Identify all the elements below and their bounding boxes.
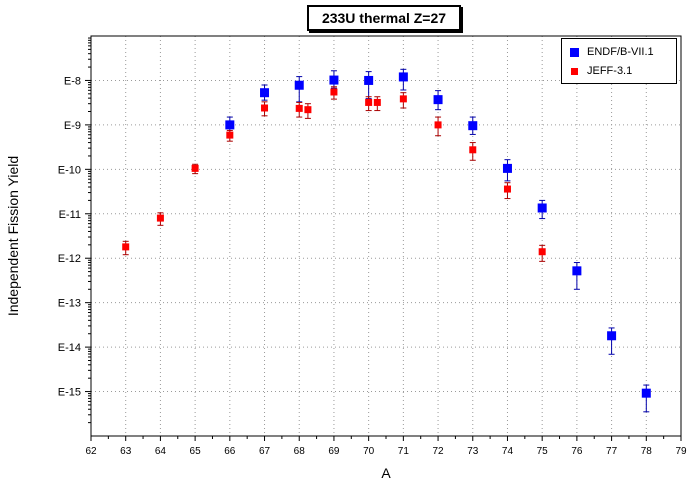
x-tick-label: 62 — [85, 446, 97, 457]
x-axis-label: A — [381, 465, 391, 481]
data-point — [225, 120, 235, 130]
data-point — [260, 88, 270, 98]
legend-label-1: JEFF-3.1 — [587, 65, 633, 77]
x-tick-label: 73 — [467, 446, 479, 457]
data-point — [399, 95, 407, 103]
x-tick-label: 74 — [502, 446, 514, 457]
y-tick-label: E-8 — [64, 75, 81, 87]
x-tick-label: 75 — [537, 446, 549, 457]
data-point — [364, 75, 374, 85]
x-tick-label: 69 — [328, 446, 340, 457]
y-tick-label: E-14 — [58, 342, 81, 354]
plot-frame — [90, 35, 682, 437]
data-point — [156, 214, 164, 222]
y-tick-label: E-9 — [64, 120, 81, 132]
data-point — [537, 203, 547, 213]
x-tick-label: 68 — [294, 446, 306, 457]
y-tick-label: E-11 — [59, 209, 81, 221]
data-point — [330, 88, 338, 96]
legend-item-0: ENDF/B-VII.1 — [570, 45, 654, 59]
x-tick-label: 78 — [641, 446, 653, 457]
legend-swatch-1 — [571, 67, 578, 75]
chart-title: 233U thermal Z=27 — [307, 5, 461, 31]
data-point — [502, 163, 512, 173]
x-tick-label: 72 — [432, 446, 444, 457]
data-point — [294, 80, 304, 90]
legend-item-1: JEFF-3.1 — [570, 64, 632, 78]
y-tick-label: E-12 — [58, 253, 81, 265]
data-point — [641, 388, 651, 398]
x-tick-label: 65 — [190, 446, 202, 457]
data-point — [373, 98, 381, 106]
x-tick-label: 76 — [571, 446, 583, 457]
data-point — [191, 164, 199, 172]
data-point — [434, 121, 442, 129]
y-axis-label: Independent Fission Yield — [5, 156, 21, 316]
data-point — [261, 104, 269, 112]
x-tick-label: 79 — [675, 446, 687, 457]
data-point — [433, 95, 443, 105]
data-point — [538, 248, 546, 256]
x-tick-label: 64 — [155, 446, 167, 457]
data-point — [572, 266, 582, 276]
data-point — [503, 185, 511, 193]
x-tick-label: 71 — [398, 446, 410, 457]
data-point — [607, 331, 617, 341]
y-tick-label: E-13 — [58, 298, 81, 310]
legend: ENDF/B-VII.1 JEFF-3.1 — [561, 38, 677, 84]
x-tick-label: 63 — [120, 446, 132, 457]
x-tick-label: 66 — [224, 446, 236, 457]
data-point — [469, 146, 477, 154]
y-tick-label: E-15 — [58, 387, 81, 399]
x-tick-label: 70 — [363, 446, 375, 457]
data-point — [329, 75, 339, 85]
data-point — [295, 104, 303, 112]
legend-label-0: ENDF/B-VII.1 — [587, 46, 654, 58]
data-point — [468, 121, 478, 131]
x-tick-label: 77 — [606, 446, 618, 457]
data-point — [304, 106, 312, 114]
legend-swatch-0 — [570, 47, 579, 57]
data-point — [122, 243, 130, 251]
data-point — [398, 72, 408, 82]
data-point — [365, 98, 373, 106]
x-tick-label: 67 — [259, 446, 271, 457]
y-tick-label: E-10 — [58, 164, 81, 176]
data-point — [226, 131, 234, 139]
